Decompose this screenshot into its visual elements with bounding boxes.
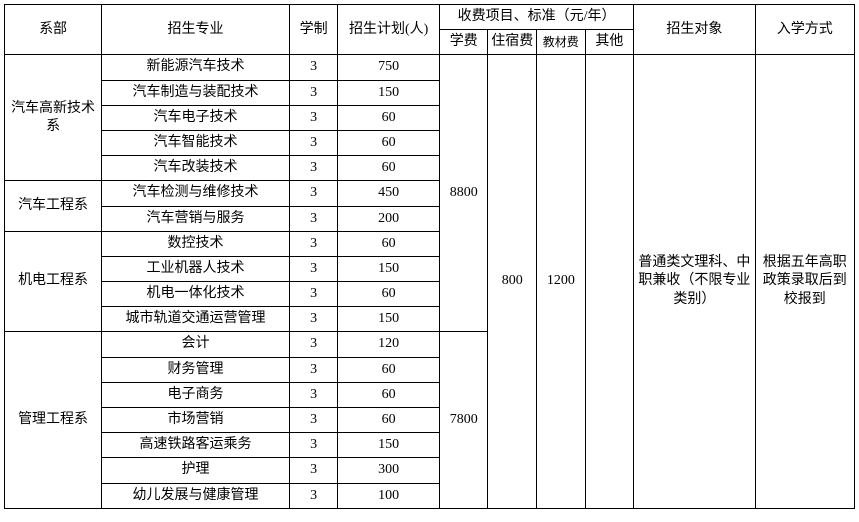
plan-cell: 60 xyxy=(338,231,440,256)
plan-cell: 60 xyxy=(338,105,440,130)
years-cell: 3 xyxy=(289,206,338,231)
tuition-cell: 8800 xyxy=(439,55,488,332)
header-fee-group: 收费项目、标准（元/年） xyxy=(439,5,633,30)
header-target: 招生对象 xyxy=(634,5,755,55)
major-cell: 机电一体化技术 xyxy=(102,282,290,307)
plan-cell: 120 xyxy=(338,332,440,357)
years-cell: 3 xyxy=(289,483,338,508)
header-fee-dorm: 住宿费 xyxy=(488,30,537,55)
plan-cell: 150 xyxy=(338,433,440,458)
major-cell: 工业机器人技术 xyxy=(102,256,290,281)
plan-cell: 150 xyxy=(338,256,440,281)
book-cell: 1200 xyxy=(537,55,586,508)
plan-cell: 60 xyxy=(338,156,440,181)
years-cell: 3 xyxy=(289,433,338,458)
header-fee-other: 其他 xyxy=(585,30,634,55)
major-cell: 幼儿发展与健康管理 xyxy=(102,483,290,508)
plan-cell: 150 xyxy=(338,80,440,105)
major-cell: 市场营销 xyxy=(102,408,290,433)
major-cell: 汽车制造与装配技术 xyxy=(102,80,290,105)
plan-cell: 60 xyxy=(338,357,440,382)
major-cell: 汽车智能技术 xyxy=(102,130,290,155)
dept-cell: 管理工程系 xyxy=(5,332,102,508)
years-cell: 3 xyxy=(289,357,338,382)
plan-cell: 450 xyxy=(338,181,440,206)
plan-cell: 300 xyxy=(338,458,440,483)
dept-cell: 机电工程系 xyxy=(5,231,102,332)
years-cell: 3 xyxy=(289,80,338,105)
dorm-cell: 800 xyxy=(488,55,537,508)
table-row: 汽车高新技术系 新能源汽车技术 3 750 8800 800 1200 普通类文… xyxy=(5,55,855,80)
years-cell: 3 xyxy=(289,156,338,181)
header-fee-tuition: 学费 xyxy=(439,30,488,55)
tuition-cell: 7800 xyxy=(439,332,488,508)
years-cell: 3 xyxy=(289,332,338,357)
years-cell: 3 xyxy=(289,181,338,206)
header-plan: 招生计划(人) xyxy=(338,5,440,55)
major-cell: 汽车营销与服务 xyxy=(102,206,290,231)
dept-cell: 汽车工程系 xyxy=(5,181,102,231)
major-cell: 财务管理 xyxy=(102,357,290,382)
major-cell: 电子商务 xyxy=(102,382,290,407)
plan-cell: 60 xyxy=(338,130,440,155)
major-cell: 汽车改装技术 xyxy=(102,156,290,181)
major-cell: 高速铁路客运乘务 xyxy=(102,433,290,458)
plan-cell: 60 xyxy=(338,382,440,407)
plan-cell: 60 xyxy=(338,282,440,307)
years-cell: 3 xyxy=(289,307,338,332)
header-fee-book: 教材费 xyxy=(537,30,586,55)
years-cell: 3 xyxy=(289,231,338,256)
major-cell: 数控技术 xyxy=(102,231,290,256)
years-cell: 3 xyxy=(289,55,338,80)
header-dept: 系部 xyxy=(5,5,102,55)
major-cell: 汽车电子技术 xyxy=(102,105,290,130)
other-cell xyxy=(585,55,634,508)
dept-cell: 汽车高新技术系 xyxy=(5,55,102,181)
years-cell: 3 xyxy=(289,408,338,433)
plan-cell: 100 xyxy=(338,483,440,508)
major-cell: 会计 xyxy=(102,332,290,357)
method-cell: 根据五年高职政策录取后到校报到 xyxy=(755,55,854,508)
admission-table: 系部 招生专业 学制 招生计划(人) 收费项目、标准（元/年） 招生对象 入学方… xyxy=(4,4,855,509)
plan-cell: 150 xyxy=(338,307,440,332)
years-cell: 3 xyxy=(289,130,338,155)
target-cell: 普通类文理科、中职兼收（不限专业类别） xyxy=(634,55,755,508)
years-cell: 3 xyxy=(289,458,338,483)
years-cell: 3 xyxy=(289,282,338,307)
header-method: 入学方式 xyxy=(755,5,854,55)
major-cell: 汽车检测与维修技术 xyxy=(102,181,290,206)
major-cell: 城市轨道交通运营管理 xyxy=(102,307,290,332)
major-cell: 新能源汽车技术 xyxy=(102,55,290,80)
years-cell: 3 xyxy=(289,256,338,281)
header-row-1: 系部 招生专业 学制 招生计划(人) 收费项目、标准（元/年） 招生对象 入学方… xyxy=(5,5,855,30)
years-cell: 3 xyxy=(289,105,338,130)
header-years: 学制 xyxy=(289,5,338,55)
plan-cell: 60 xyxy=(338,408,440,433)
header-major: 招生专业 xyxy=(102,5,290,55)
years-cell: 3 xyxy=(289,382,338,407)
major-cell: 护理 xyxy=(102,458,290,483)
plan-cell: 750 xyxy=(338,55,440,80)
plan-cell: 200 xyxy=(338,206,440,231)
